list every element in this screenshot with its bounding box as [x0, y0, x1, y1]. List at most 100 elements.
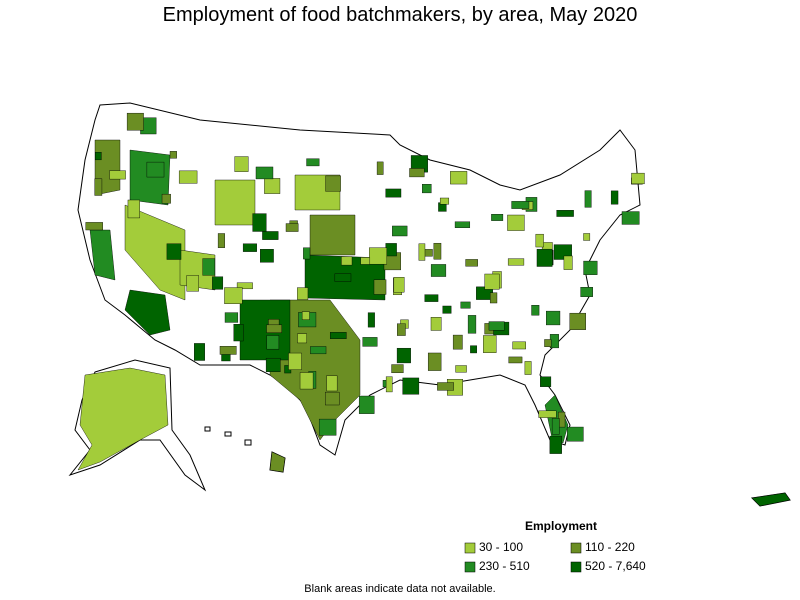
- area: [631, 172, 645, 185]
- area: [234, 156, 249, 172]
- area: [569, 312, 586, 330]
- area: [285, 223, 299, 232]
- legend-swatch: [570, 542, 582, 554]
- area: [455, 365, 467, 373]
- area: [524, 361, 532, 375]
- area: [536, 248, 553, 267]
- area: [325, 175, 341, 192]
- area: [265, 357, 281, 373]
- area: [310, 346, 327, 355]
- legend-label: 30 - 100: [479, 540, 523, 554]
- area: [242, 243, 257, 252]
- area: [484, 273, 500, 290]
- area: [483, 335, 497, 353]
- area: [439, 197, 450, 205]
- area: [430, 264, 447, 277]
- area: [95, 152, 102, 161]
- area: [460, 301, 471, 309]
- area: [341, 256, 353, 266]
- area: [507, 214, 525, 231]
- area: [146, 161, 165, 178]
- area: [470, 345, 477, 354]
- area: [402, 377, 420, 395]
- area: [194, 343, 205, 361]
- area: [266, 335, 280, 350]
- area: [326, 375, 338, 392]
- area: [535, 233, 544, 248]
- area: [583, 260, 598, 275]
- area: [303, 247, 311, 260]
- area: [239, 299, 291, 361]
- area: [385, 188, 402, 198]
- area: [301, 311, 310, 320]
- legend: 30 - 100 110 - 220 230 - 510 520 - 7,640: [464, 540, 646, 573]
- area: [397, 323, 406, 336]
- area: [369, 247, 388, 265]
- area: [392, 225, 408, 237]
- area: [329, 332, 347, 339]
- legend-title: Employment: [525, 519, 597, 533]
- area: [418, 243, 426, 261]
- area: [264, 178, 281, 194]
- area: [269, 451, 286, 473]
- area: [621, 211, 640, 225]
- area: [538, 410, 557, 418]
- area: [161, 193, 171, 204]
- area: [546, 310, 561, 326]
- area: [563, 255, 573, 270]
- area-fills: [77, 112, 791, 507]
- area: [260, 249, 274, 263]
- area: [452, 334, 463, 350]
- area: [396, 347, 411, 364]
- area: [393, 277, 405, 293]
- area: [508, 356, 523, 364]
- area: [551, 418, 560, 435]
- area: [583, 233, 591, 241]
- area: [507, 258, 525, 266]
- area: [467, 315, 477, 334]
- area: [126, 112, 144, 131]
- area: [488, 321, 505, 331]
- area: [252, 213, 267, 232]
- area: [512, 341, 526, 350]
- area: [318, 418, 337, 436]
- area: [262, 231, 279, 240]
- area: [236, 282, 253, 290]
- area: [385, 243, 397, 257]
- area: [424, 294, 439, 302]
- area: [489, 292, 498, 304]
- legend-label: 230 - 510: [479, 559, 530, 573]
- area: [266, 324, 283, 333]
- area: [556, 210, 574, 217]
- area: [124, 289, 171, 336]
- area: [89, 229, 116, 281]
- legend-swatch: [570, 561, 582, 573]
- area: [358, 395, 375, 414]
- area: [430, 317, 442, 331]
- area: [325, 391, 340, 406]
- area: [297, 287, 309, 300]
- area: [367, 312, 375, 328]
- area: [255, 166, 274, 180]
- area: [567, 426, 584, 442]
- area: [127, 199, 140, 219]
- area: [224, 287, 243, 304]
- area: [385, 376, 393, 393]
- area: [531, 305, 540, 316]
- area: [751, 492, 791, 507]
- area: [224, 312, 239, 323]
- area: [491, 214, 504, 221]
- area: [233, 324, 244, 342]
- area: [214, 179, 256, 226]
- area: [217, 233, 225, 248]
- area: [169, 151, 177, 159]
- area: [124, 204, 186, 301]
- area: [511, 201, 530, 209]
- legend-swatch: [464, 542, 476, 554]
- area: [288, 352, 302, 370]
- area: [409, 168, 425, 178]
- area: [465, 259, 478, 267]
- area: [422, 184, 432, 194]
- area: [360, 257, 371, 265]
